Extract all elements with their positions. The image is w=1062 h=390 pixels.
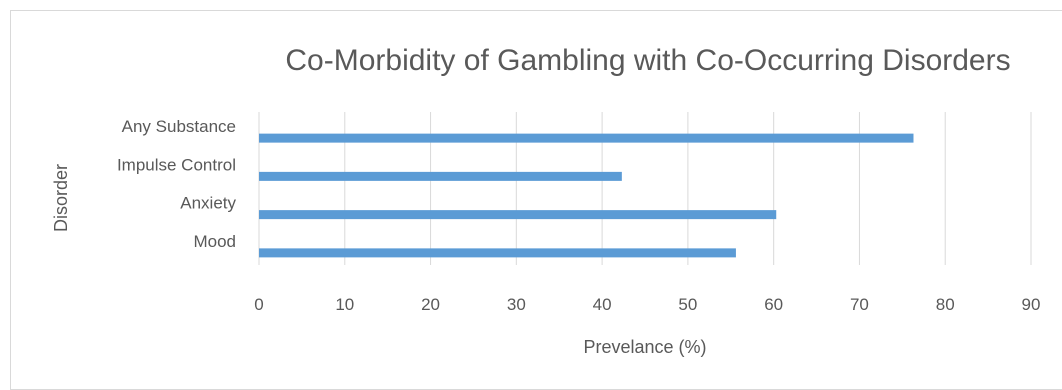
- y-tick-label: Anxiety: [180, 194, 236, 213]
- x-tick-label: 40: [593, 295, 612, 314]
- y-tick-label: Mood: [193, 232, 236, 251]
- y-axis-tick-labels: Any Substance Impulse Control Anxiety Mood: [117, 117, 237, 251]
- x-tick-label: 90: [1022, 295, 1041, 314]
- y-tick-label: Impulse Control: [117, 155, 236, 174]
- chart-area: [10, 10, 1062, 390]
- x-tick-label: 60: [764, 295, 783, 314]
- bar-impulse-control: [259, 171, 622, 181]
- chart-title: Co-Morbidity of Gambling with Co-Occurri…: [285, 44, 1010, 77]
- y-axis-title: Disorder: [51, 164, 71, 232]
- x-tick-label: 80: [936, 295, 955, 314]
- x-tick-label: 30: [507, 295, 526, 314]
- x-tick-label: 20: [421, 295, 440, 314]
- x-tick-label: 50: [678, 295, 697, 314]
- x-axis-title: Prevelance (%): [583, 337, 706, 357]
- bar-any-substance: [259, 133, 914, 143]
- x-tick-label: 0: [254, 295, 263, 314]
- x-axis-tick-labels: 0 10 20 30 40 50 60 70 80 90: [254, 295, 1040, 314]
- bars: [259, 133, 914, 258]
- x-tick-label: 10: [335, 295, 354, 314]
- y-tick-label: Any Substance: [122, 117, 236, 136]
- bar-anxiety: [259, 210, 777, 220]
- bar-mood: [259, 248, 736, 258]
- x-tick-label: 70: [850, 295, 869, 314]
